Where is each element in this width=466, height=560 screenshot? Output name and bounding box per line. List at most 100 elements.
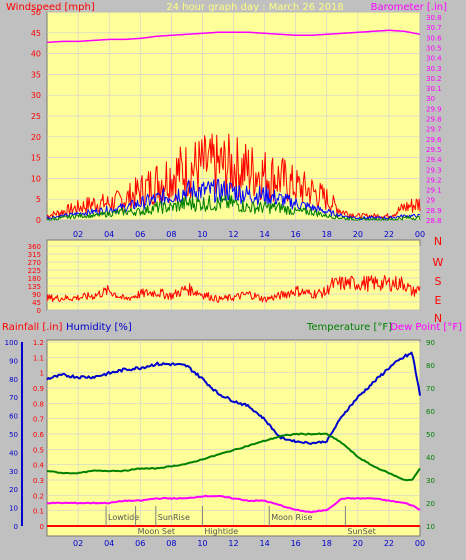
direction-tick-label: 315 [28,251,41,259]
wind-tick-label: 0 [36,216,41,225]
humidity-tick-label: 90 [9,357,18,365]
baro-tick-label: 29 [426,197,435,205]
dewpoint-series-line [46,494,421,514]
wind-tick-label: 20 [31,133,41,142]
x-tick-label: 00 [415,539,425,548]
rain-tick-label: 0.3 [33,477,44,485]
baro-tick-label: 29.8 [426,116,442,124]
rain-tick-label: 0 [40,523,44,531]
x-tick-label: 14 [259,539,269,548]
baro-tick-label: 28.8 [426,217,442,225]
baro-tick-label: 30.4 [426,55,442,63]
x-tick-label: 08 [166,539,176,548]
gust-series-line [46,133,421,219]
x-tick-label: 06 [135,539,145,548]
x-tick-label: 10 [197,230,207,239]
temp-tick-label: 20 [426,500,435,508]
rain-tick-label: 0.1 [33,508,44,516]
x-tick-label: 18 [322,230,332,239]
humidity-tick-label: 10 [9,505,18,513]
temp-tick-label: 30 [426,477,435,485]
compass-letter: N [434,235,442,248]
baro-tick-label: 30.6 [426,34,442,42]
temperature-series-line [46,432,421,482]
compass-letter: W [433,256,444,269]
humidity-tick-label: 40 [9,449,18,457]
dewpoint-label: Dew Point [°F] [390,322,462,333]
temp-tick-label: 70 [426,385,435,393]
baro-tick-label: 29.7 [426,126,442,134]
wind-tick-label: 50 [31,8,41,17]
x-tick-label: 22 [384,230,394,239]
event-label: SunSet [347,527,375,536]
humidity-tick-label: 30 [9,468,18,476]
direction-tick-label: 135 [28,283,41,291]
wind-tick-label: 30 [31,91,41,100]
temp-tick-label: 80 [426,362,435,370]
baro-tick-label: 29.2 [426,176,442,184]
compass-letter: N [434,312,442,325]
temp-tick-label: 60 [426,408,435,416]
humidity-tick-label: 0 [14,523,18,531]
event-label: Hightide [204,527,238,536]
humidity-tick-label: 60 [9,413,18,421]
humidity-tick-label: 20 [9,486,18,494]
x-tick-label: 04 [104,539,114,548]
humidity-tick-label: 50 [9,431,18,439]
humidity-tick-label: 80 [9,376,18,384]
barometer-label: Barometer [.in] [371,2,447,13]
x-tick-label: 00 [415,230,425,239]
rain-tick-label: 0.4 [33,462,45,470]
baro-tick-label: 30.7 [426,24,442,32]
baro-tick-label: 30 [426,95,435,103]
humidity-tick-label: 100 [5,339,18,347]
baro-tick-label: 30.3 [426,65,442,73]
baro-tick-label: 29.5 [426,146,442,154]
direction-series-line [46,275,421,303]
x-tick-label: 08 [166,230,176,239]
baro-tick-label: 29.6 [426,136,442,144]
wind-tick-label: 5 [36,195,41,204]
event-label: Moon Rise [271,513,312,522]
x-tick-label: 20 [353,230,363,239]
event-label: Moon Set [138,527,175,536]
x-tick-label: 02 [73,230,83,239]
baro-tick-label: 29.3 [426,166,442,174]
rain-tick-label: 1.2 [33,339,44,347]
rain-tick-label: 0.9 [33,385,44,393]
humidity-tick-label: 70 [9,394,18,402]
x-tick-label: 06 [135,230,145,239]
temp-tick-label: 10 [426,523,435,531]
compass-letter: E [435,294,442,307]
rain-tick-label: 0.8 [33,400,44,408]
temp-tick-label: 40 [426,454,435,462]
direction-tick-label: 90 [32,291,41,299]
wind-tick-label: 35 [31,70,41,79]
direction-tick-label: 225 [28,267,41,275]
x-tick-label: 04 [104,230,114,239]
rain-tick-label: 0.2 [33,492,44,500]
temp-tick-label: 50 [426,431,435,439]
rain-tick-label: 1 [40,370,44,378]
baro-tick-label: 29.1 [426,187,442,195]
temperature-label: Temperature [°F] [306,322,392,333]
direction-tick-label: 360 [28,243,41,251]
x-tick-label: 16 [291,230,301,239]
baro-tick-label: 28.9 [426,207,442,215]
humidity-label: Humidity [%] [66,322,132,333]
x-tick-label: 20 [353,539,363,548]
rain-tick-label: 0.6 [33,431,45,439]
low-series-line [46,194,421,221]
series-lines [46,29,421,527]
tick-labels: 0510152025303540455028.828.92929.129.229… [5,8,443,548]
x-tick-label: 12 [228,230,238,239]
wind-tick-label: 40 [31,50,41,59]
rainfall-label: Rainfall [.in] [2,322,63,333]
wind-tick-label: 25 [31,112,41,121]
event-label: SunRise [158,513,190,522]
direction-tick-label: 270 [28,259,41,267]
barometer-series-line [46,29,421,44]
x-tick-label: 22 [384,539,394,548]
